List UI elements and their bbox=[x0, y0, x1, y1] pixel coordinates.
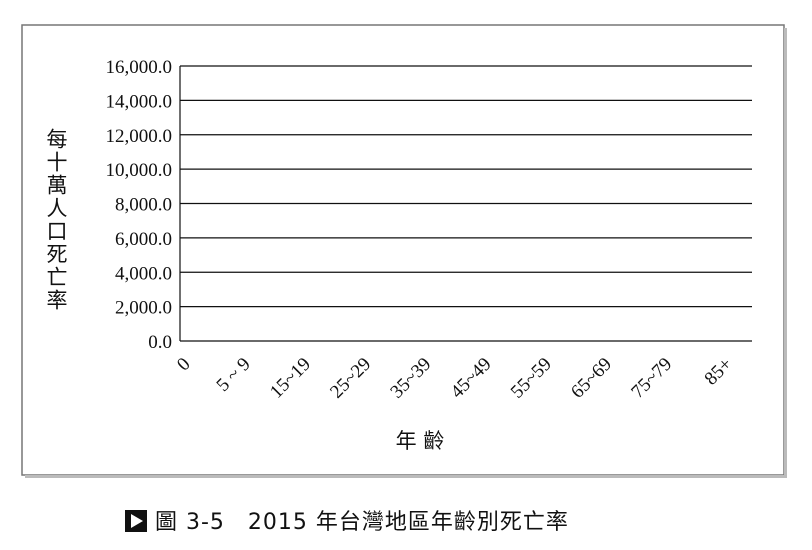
y-tick-label: 14,000.0 bbox=[106, 91, 173, 112]
y-tick-label: 2,000.0 bbox=[115, 298, 172, 319]
y-tick-label: 6,000.0 bbox=[115, 229, 172, 250]
y-tick-label: 8,000.0 bbox=[115, 195, 172, 216]
y-tick-label: 16,000.0 bbox=[106, 57, 173, 78]
y-tick-label: 4,000.0 bbox=[115, 263, 172, 284]
y-axis-title: 每十萬人口死亡率 bbox=[44, 128, 68, 312]
y-tick-label: 0.0 bbox=[148, 332, 172, 353]
frame-shadow bbox=[784, 28, 787, 478]
caption: 圖 3-5 2015 年台灣地區年齡別死亡率 bbox=[155, 510, 569, 535]
y-tick-label: 10,000.0 bbox=[106, 160, 173, 181]
y-tick-label: 12,000.0 bbox=[106, 126, 173, 147]
caption-icon-arrow bbox=[131, 514, 143, 528]
frame-shadow bbox=[25, 475, 787, 478]
x-axis-title: 年 齡 bbox=[396, 429, 445, 453]
